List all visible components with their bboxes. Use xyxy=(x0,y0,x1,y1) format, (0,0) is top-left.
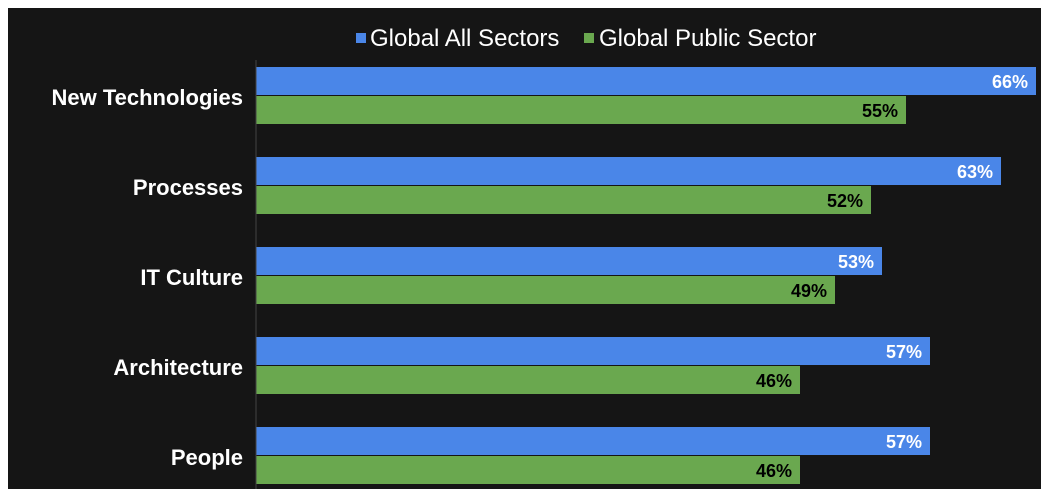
data-label: 52% xyxy=(827,191,863,211)
bar-global-public-sector xyxy=(256,366,800,394)
legend: Global All Sectors Global Public Sector xyxy=(356,25,816,52)
legend-swatch-0 xyxy=(356,33,366,43)
data-label: 49% xyxy=(791,281,827,301)
category-label: IT Culture xyxy=(140,265,243,290)
category-label: New Technologies xyxy=(51,85,243,110)
bar-global-all-sectors xyxy=(256,67,1036,95)
category-group-1: Processes 63% 52% xyxy=(133,157,1001,214)
bar-global-public-sector xyxy=(256,96,906,124)
legend-label-1: Global Public Sector xyxy=(599,25,816,52)
legend-label-0: Global All Sectors xyxy=(370,25,559,52)
data-label: 57% xyxy=(886,432,922,452)
bar-global-all-sectors xyxy=(256,157,1001,185)
data-label: 57% xyxy=(886,342,922,362)
category-group-3: Architecture 57% 46% xyxy=(113,337,930,394)
bar-global-public-sector xyxy=(256,186,871,214)
category-label: Architecture xyxy=(113,355,243,380)
legend-swatch-1 xyxy=(584,33,594,43)
category-group-4: People 57% 46% xyxy=(171,427,930,484)
bar-global-all-sectors xyxy=(256,247,882,275)
category-group-0: New Technologies 66% 55% xyxy=(51,67,1036,124)
category-label: Processes xyxy=(133,175,243,200)
data-label: 46% xyxy=(756,371,792,391)
bar-global-public-sector xyxy=(256,276,835,304)
category-label: People xyxy=(171,445,243,470)
data-label: 55% xyxy=(862,101,898,121)
bar-global-all-sectors xyxy=(256,337,930,365)
bar-global-all-sectors xyxy=(256,427,930,455)
bar-global-public-sector xyxy=(256,456,800,484)
category-group-2: IT Culture 53% 49% xyxy=(140,247,882,304)
data-label: 63% xyxy=(957,162,993,182)
data-label: 66% xyxy=(992,72,1028,92)
data-label: 46% xyxy=(756,461,792,481)
data-label: 53% xyxy=(838,252,874,272)
